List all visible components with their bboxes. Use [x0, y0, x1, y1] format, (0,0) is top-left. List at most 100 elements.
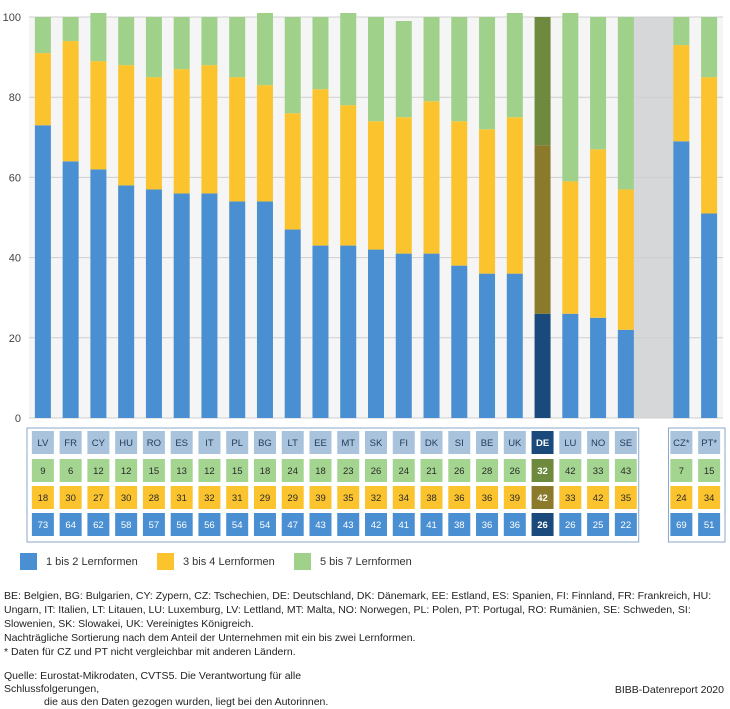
value-cell-5-7-bg: [170, 459, 193, 482]
value-cell-3-4-bg: [670, 486, 693, 509]
value-cell-1-2-bg: [448, 513, 471, 536]
bar-segment: [90, 12, 107, 62]
value-cell-3-4: 31: [232, 493, 243, 504]
bar-segment: [701, 213, 718, 418]
bar-segment: [145, 17, 162, 78]
value-cell-3-4: 39: [510, 493, 521, 504]
country-code-cell: LV: [37, 438, 49, 449]
bar-segment: [395, 253, 412, 418]
bar-segment: [62, 17, 79, 42]
bar-segment: [506, 12, 523, 118]
abbreviations-note: BE: Belgien, BG: Bulgarien, CY: Zypern, …: [4, 590, 712, 630]
value-cell-5-7: 15: [232, 466, 243, 477]
value-cell-1-2: 26: [565, 520, 576, 531]
value-cell-3-4: 38: [426, 493, 437, 504]
legend-label-5-7: 5 bis 7 Lernformen: [320, 555, 412, 568]
value-cell-1-2-bg: [476, 513, 499, 536]
value-cell-3-4-bg: [337, 486, 360, 509]
value-cell-5-7: 43: [621, 466, 632, 477]
value-cell-5-7: 23: [343, 466, 354, 477]
value-cell-5-7: 18: [260, 466, 271, 477]
bar-segment: [423, 101, 440, 254]
value-cell-1-2: 54: [232, 520, 243, 531]
value-cell-5-7: 24: [398, 466, 409, 477]
value-cell-1-2: 42: [371, 520, 382, 531]
country-code-cell-bg: [614, 431, 637, 454]
sorting-note: Nachträgliche Sortierung nach dem Anteil…: [4, 632, 416, 644]
value-cell-1-2-bg: [59, 513, 82, 536]
value-cell-1-2: 36: [482, 520, 493, 531]
value-cell-1-2-bg: [420, 513, 443, 536]
value-cell-5-7-bg: [392, 459, 415, 482]
value-cell-1-2: 26: [537, 520, 548, 531]
value-cell-3-4-bg: [198, 486, 221, 509]
bar-segment: [423, 253, 440, 418]
value-cell-1-2-bg: [198, 513, 221, 536]
value-cell-3-4: 36: [454, 493, 465, 504]
country-code-cell: BE: [481, 438, 494, 449]
value-cell-1-2-bg: [87, 513, 110, 536]
country-code-cell-bg: [448, 431, 471, 454]
country-code-cell-bg: [31, 431, 54, 454]
country-code-cell-bg: [587, 431, 610, 454]
country-code-cell: PT*: [701, 438, 717, 449]
country-code-cell: NO: [591, 438, 605, 449]
value-cell-3-4: 35: [621, 493, 632, 504]
country-code-cell: DK: [425, 438, 439, 449]
value-cell-5-7-bg: [531, 459, 554, 482]
country-code-cell-bg: [392, 431, 415, 454]
value-cell-1-2-bg: [281, 513, 304, 536]
value-cell-1-2-bg: [170, 513, 193, 536]
country-code-cell-bg: [59, 431, 82, 454]
value-cell-5-7-bg: [142, 459, 165, 482]
country-code-cell: UK: [508, 438, 522, 449]
bar-segment: [395, 21, 412, 118]
bar-segment: [673, 45, 690, 142]
value-cell-1-2: 36: [510, 520, 521, 531]
country-code-cell-bg: [87, 431, 110, 454]
bar-segment: [590, 17, 607, 150]
country-code-cell-bg: [170, 431, 193, 454]
legend-label-1-2: 1 bis 2 Lernformen: [46, 555, 138, 568]
y-tick-label: 60: [9, 172, 21, 184]
bar-segment: [173, 193, 190, 418]
bar-segment: [284, 229, 301, 418]
value-cell-3-4-bg: [226, 486, 249, 509]
stacked-bar-chart: 0 20 40 60 80 100 LV FR CY HU RO ES IT PL BG LT EE MT SK FI…: [3, 12, 726, 543]
country-code-cell-bg: [253, 431, 276, 454]
value-cell-3-4-bg: [309, 486, 332, 509]
value-cell-1-2-bg: [614, 513, 637, 536]
bar-segment: [256, 201, 273, 418]
country-code-cell-bg: [503, 431, 526, 454]
bar-segment: [118, 65, 135, 186]
y-tick-label: 20: [9, 333, 21, 345]
value-cell-1-2: 25: [593, 520, 604, 531]
value-cell-1-2-bg: [698, 513, 721, 536]
value-cell-1-2: 38: [454, 520, 465, 531]
value-cell-5-7-bg: [420, 459, 443, 482]
value-cell-5-7-bg: [503, 459, 526, 482]
bar-segment: [256, 85, 273, 202]
value-cell-5-7: 33: [593, 466, 604, 477]
value-cell-3-4: 24: [676, 493, 687, 504]
bar-segment: [368, 121, 384, 250]
country-code-cell: RO: [147, 438, 161, 449]
source: Quelle: Eurostat-Mikrodaten, CVTS5. Die …: [4, 670, 364, 709]
bar-segment: [201, 193, 218, 418]
country-code-cell-bg: [226, 431, 249, 454]
bar-segment: [590, 317, 607, 418]
value-cell-1-2: 41: [398, 520, 409, 531]
value-cell-3-4-bg: [448, 486, 471, 509]
value-cell-1-2: 51: [704, 520, 715, 531]
country-code-cell-bg: [420, 431, 443, 454]
value-cell-5-7-bg: [115, 459, 138, 482]
country-code-cell-bg: [142, 431, 165, 454]
value-cell-5-7-bg: [448, 459, 471, 482]
value-cell-3-4-bg: [614, 486, 637, 509]
value-cell-3-4: 30: [65, 493, 76, 504]
table-group-border: [26, 427, 640, 543]
value-cell-3-4-bg: [531, 486, 554, 509]
value-cell-5-7-bg: [87, 459, 110, 482]
value-cell-1-2-bg: [587, 513, 610, 536]
value-cell-1-2-bg: [309, 513, 332, 536]
